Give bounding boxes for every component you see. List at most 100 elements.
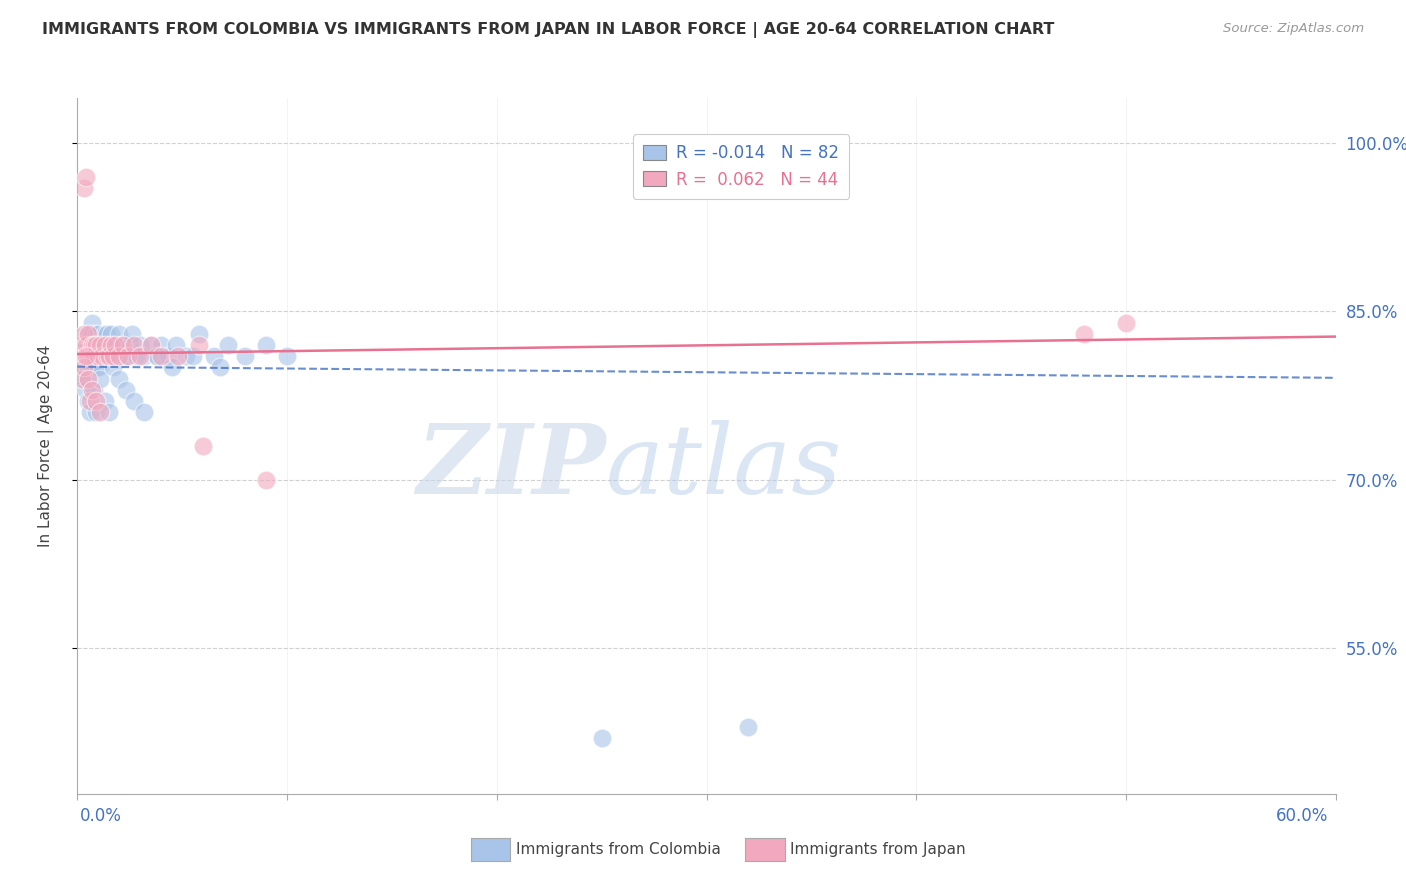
- Point: [181, 349, 204, 363]
- Point: [83, 349, 105, 363]
- Point: [80, 338, 103, 352]
- Text: IMMIGRANTS FROM COLOMBIA VS IMMIGRANTS FROM JAPAN IN LABOR FORCE | AGE 20-64 COR: IMMIGRANTS FROM COLOMBIA VS IMMIGRANTS F…: [42, 22, 1054, 38]
- Text: Source: ZipAtlas.com: Source: ZipAtlas.com: [1223, 22, 1364, 36]
- Point: [150, 338, 173, 352]
- Point: [97, 405, 120, 419]
- Point: [79, 394, 101, 409]
- Point: [80, 360, 103, 375]
- Point: [76, 326, 98, 341]
- Point: [83, 349, 105, 363]
- Point: [100, 326, 122, 341]
- Point: [72, 349, 94, 363]
- Point: [188, 326, 211, 341]
- Point: [79, 405, 101, 419]
- Text: Immigrants from Japan: Immigrants from Japan: [790, 842, 966, 856]
- Point: [108, 372, 131, 386]
- Point: [80, 349, 103, 363]
- Point: [114, 383, 136, 397]
- Point: [84, 405, 107, 419]
- Text: Immigrants from Colombia: Immigrants from Colombia: [516, 842, 721, 856]
- Point: [101, 360, 124, 375]
- Point: [76, 360, 98, 375]
- Point: [87, 326, 110, 341]
- Point: [79, 360, 101, 375]
- Point: [89, 405, 111, 419]
- Point: [96, 349, 118, 363]
- Point: [89, 372, 111, 386]
- Point: [112, 338, 135, 352]
- Point: [105, 349, 128, 363]
- Point: [125, 349, 148, 363]
- Point: [146, 349, 169, 363]
- Point: [76, 372, 98, 386]
- Point: [150, 349, 173, 363]
- Point: [89, 338, 111, 352]
- Point: [75, 349, 97, 363]
- Point: [75, 326, 97, 341]
- Point: [122, 338, 145, 352]
- Point: [100, 338, 122, 352]
- Point: [72, 181, 94, 195]
- Point: [165, 338, 187, 352]
- Point: [79, 349, 101, 363]
- Point: [84, 338, 107, 352]
- Point: [254, 473, 277, 487]
- Point: [72, 372, 94, 386]
- Point: [176, 349, 198, 363]
- Point: [87, 338, 110, 352]
- Text: 0.0%: 0.0%: [80, 807, 122, 825]
- Point: [79, 326, 101, 341]
- Point: [202, 349, 225, 363]
- Point: [134, 405, 156, 419]
- Point: [80, 349, 103, 363]
- Point: [117, 349, 139, 363]
- Point: [83, 338, 105, 352]
- Point: [101, 349, 124, 363]
- Point: [75, 338, 97, 352]
- Point: [75, 372, 97, 386]
- Point: [233, 349, 256, 363]
- Point: [87, 349, 110, 363]
- Point: [84, 326, 107, 341]
- Point: [112, 349, 135, 363]
- Point: [70, 372, 93, 386]
- Point: [75, 169, 97, 184]
- Point: [100, 338, 122, 352]
- Point: [91, 349, 114, 363]
- Point: [70, 360, 93, 375]
- Point: [80, 383, 103, 397]
- Point: [110, 338, 132, 352]
- Point: [1115, 316, 1137, 330]
- Point: [160, 360, 183, 375]
- Point: [134, 349, 156, 363]
- Point: [101, 349, 124, 363]
- Point: [79, 349, 101, 363]
- Point: [83, 338, 105, 352]
- Point: [91, 338, 114, 352]
- Point: [83, 383, 105, 397]
- Point: [87, 360, 110, 375]
- Point: [70, 338, 93, 352]
- Point: [96, 326, 118, 341]
- Point: [217, 338, 239, 352]
- Point: [75, 383, 97, 397]
- Point: [737, 720, 759, 734]
- Point: [93, 338, 115, 352]
- Point: [80, 338, 103, 352]
- Point: [129, 349, 152, 363]
- Point: [84, 394, 107, 409]
- Point: [76, 338, 98, 352]
- Point: [89, 338, 111, 352]
- Point: [84, 338, 107, 352]
- Point: [76, 349, 98, 363]
- Point: [156, 349, 179, 363]
- Point: [80, 326, 103, 341]
- Point: [167, 349, 190, 363]
- Point: [97, 338, 120, 352]
- Point: [139, 338, 162, 352]
- Point: [208, 360, 231, 375]
- Point: [188, 338, 211, 352]
- Point: [72, 326, 94, 341]
- Point: [104, 338, 127, 352]
- Point: [146, 349, 169, 363]
